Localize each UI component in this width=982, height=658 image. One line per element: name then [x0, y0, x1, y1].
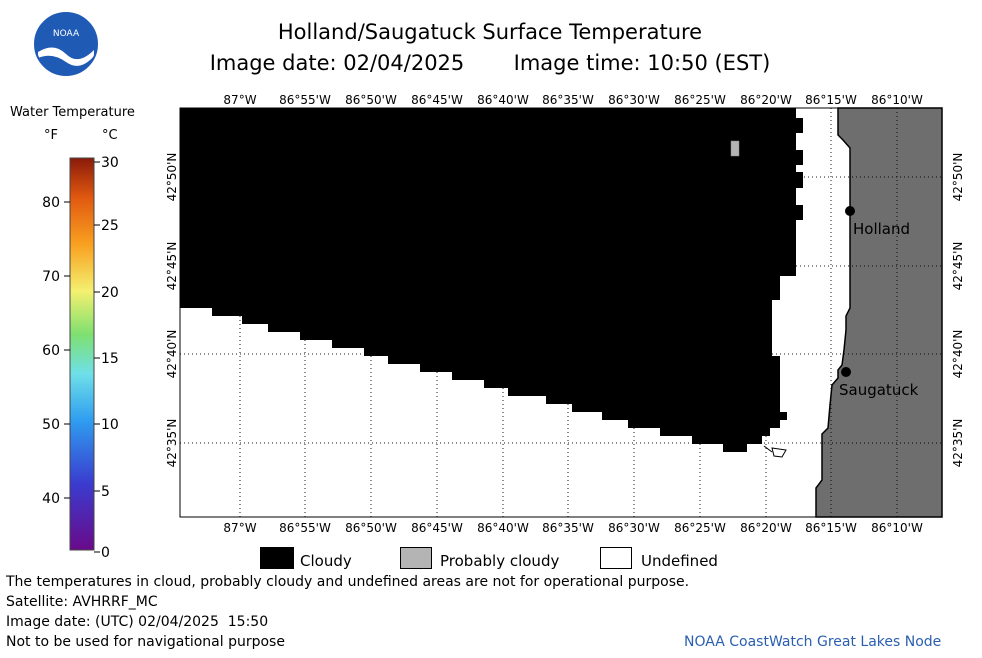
lat-tick-label-left: 42°45'N — [165, 242, 179, 291]
lon-tick-label-top: 86°55'W — [279, 93, 331, 107]
lon-tick-label-bottom: 86°10'W — [871, 521, 923, 535]
colorbar-c-tick-label: 20 — [101, 285, 119, 301]
lat-tick-label-left: 42°40'N — [165, 330, 179, 379]
legend-swatch-undefined — [600, 547, 632, 569]
place-label-saugatuck: Saugatuck — [839, 381, 919, 399]
lon-tick-label-top: 86°15'W — [805, 93, 857, 107]
footer-note: The temperatures in cloud, probably clou… — [6, 574, 690, 590]
footer-credit: NOAA CoastWatch Great Lakes Node — [684, 634, 942, 650]
colorbar-c-tick-label: 15 — [101, 351, 119, 367]
lon-tick-label-bottom: 86°15'W — [805, 521, 857, 535]
land-area — [815, 107, 943, 518]
lon-tick-label-top: 86°50'W — [345, 93, 397, 107]
lat-tick-label-right: 42°35'N — [951, 419, 965, 468]
lon-tick-label-bottom: 86°50'W — [345, 521, 397, 535]
shoreline-line — [763, 445, 773, 453]
lat-tick-label-right: 42°45'N — [951, 242, 965, 291]
lon-tick-label-top: 86°35'W — [542, 93, 594, 107]
colorbar-c-tick-label: 5 — [101, 484, 110, 500]
holland-marker — [845, 206, 855, 216]
colorbar-c-tick-label: 0 — [101, 545, 110, 560]
colorbar-f-tick-label: 70 — [42, 269, 60, 285]
lon-tick-label-top: 87°W — [223, 93, 256, 107]
footer-utc-date: Image date: (UTC) 02/04/2025 15:50 — [6, 614, 269, 630]
page-title: Holland/Saugatuck Surface Temperature — [277, 20, 703, 44]
lon-tick-label-bottom: 86°20'W — [740, 521, 792, 535]
lat-tick-label-right: 42°40'N — [951, 330, 965, 379]
colorbar-c-tick-label: 30 — [101, 155, 119, 171]
saugatuck-marker — [841, 367, 851, 377]
lat-tick-label-left: 42°50'N — [165, 153, 179, 202]
legend-swatch-cloudy — [260, 547, 294, 569]
colorbar-f-tick-label: 40 — [42, 491, 60, 507]
lon-tick-label-top: 86°20'W — [740, 93, 792, 107]
unit-c: °C — [102, 128, 118, 143]
unit-f: °F — [44, 128, 58, 143]
lon-tick-label-top: 86°40'W — [477, 93, 529, 107]
shoreline-feature — [771, 447, 787, 458]
image-date: Image date: 02/04/2025 — [209, 51, 465, 75]
colorbar-title: Water Temperature — [10, 105, 135, 120]
lon-tick-label-bottom: 86°30'W — [608, 521, 660, 535]
image-time: Image time: 10:50 (EST) — [513, 51, 771, 75]
image-datetime: Image date: 02/04/2025 Image time: 10:50… — [180, 51, 800, 75]
colorbar-f-tick-label: 60 — [42, 343, 60, 359]
lon-tick-label-bottom: 87°W — [223, 521, 256, 535]
footer-warning: Not to be used for navigational purpose — [6, 634, 285, 650]
lon-tick-label-bottom: 86°45'W — [411, 521, 463, 535]
logo-text: NOAA — [53, 29, 80, 39]
legend-label-undefined: Undefined — [641, 552, 718, 570]
noaa-logo-icon: NOAA — [34, 12, 98, 76]
colorbar-gradient — [69, 157, 95, 551]
map: 87°W 86°55'W 86°50'W 86°45'W 86°40'W 86°35'W 8… — [165, 93, 965, 535]
footer-satellite: Satellite: AVHRRF_MC — [6, 594, 158, 610]
legend-label-probably-cloudy: Probably cloudy — [440, 552, 560, 570]
lon-tick-label-top: 86°25'W — [674, 93, 726, 107]
colorbar-c-tick-label: 25 — [101, 218, 119, 234]
colorbar-c-tick-label: 10 — [101, 417, 119, 433]
lon-tick-label-top: 86°45'W — [411, 93, 463, 107]
lat-tick-label-right: 42°50'N — [951, 153, 965, 202]
place-label-holland: Holland — [853, 220, 910, 238]
colorbar-f-tick-label: 50 — [42, 417, 60, 433]
lon-tick-label-top: 86°10'W — [871, 93, 923, 107]
legend-label-cloudy: Cloudy — [300, 552, 352, 570]
lat-tick-label-left: 42°35'N — [165, 419, 179, 468]
map-border — [179, 107, 943, 518]
legend-swatch-probably-cloudy — [400, 547, 432, 569]
lon-tick-label-bottom: 86°55'W — [279, 521, 331, 535]
probably-cloudy-pixel — [730, 140, 740, 157]
lon-tick-label-top: 86°30'W — [608, 93, 660, 107]
lon-tick-label-bottom: 86°35'W — [542, 521, 594, 535]
cloudy-area — [180, 108, 803, 452]
colorbar-f-tick-label: 80 — [42, 195, 60, 211]
lon-tick-label-bottom: 86°25'W — [674, 521, 726, 535]
lon-tick-label-bottom: 86°40'W — [477, 521, 529, 535]
